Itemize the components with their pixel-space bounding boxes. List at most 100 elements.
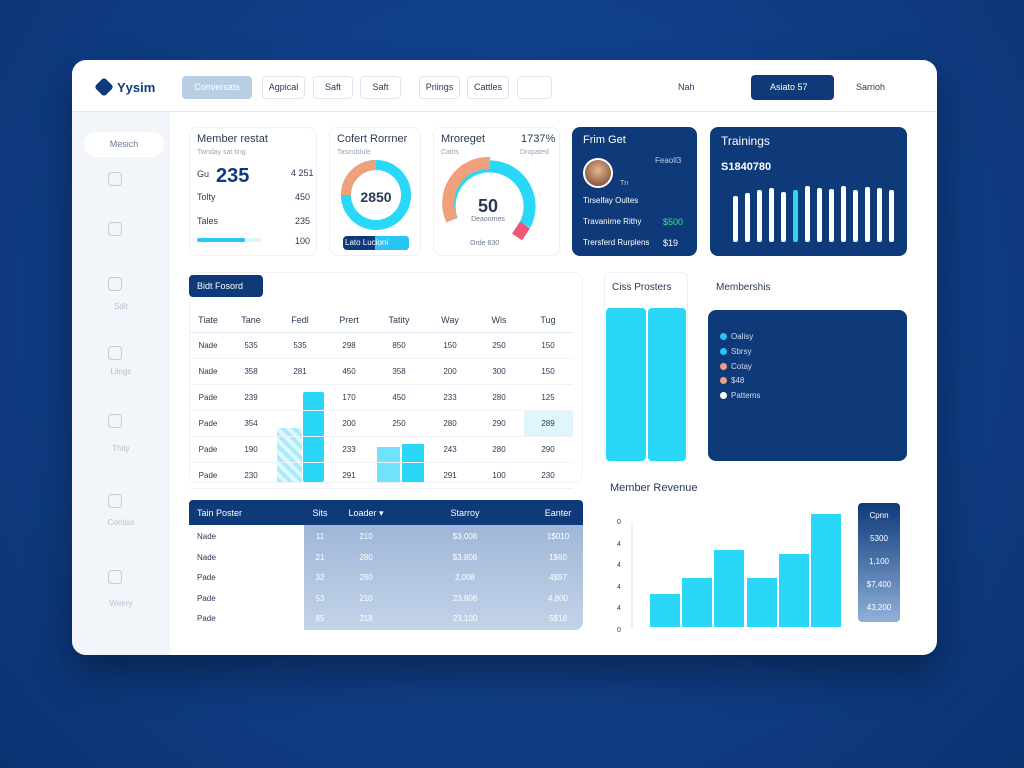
column-header: Loader ▾: [348, 508, 384, 518]
cell: 170: [342, 393, 356, 402]
row-label: Tolty: [197, 192, 216, 202]
row-divider: [190, 358, 573, 359]
value: S1840780: [721, 161, 772, 173]
sidebar-icon[interactable]: [108, 172, 122, 186]
y-tick-label: 4: [617, 562, 621, 569]
tab[interactable]: [189, 275, 263, 297]
revenue-bar: [747, 578, 777, 627]
cell: 210: [359, 532, 373, 541]
overlay-bar: [277, 428, 302, 482]
card: [189, 127, 317, 256]
sidebar-icon[interactable]: [108, 222, 122, 236]
active-nav-item[interactable]: [84, 132, 164, 157]
mini-bar: [745, 193, 750, 242]
filter[interactable]: Nah: [678, 82, 695, 92]
mini-bar: [877, 188, 882, 242]
nav-item[interactable]: Conversats: [182, 76, 252, 99]
cell: 150: [443, 341, 457, 350]
column-header: Tug: [540, 315, 556, 325]
column-header: Tane: [241, 315, 261, 325]
cell: 85: [315, 614, 325, 623]
row-divider: [190, 462, 573, 463]
sidebar-icon[interactable]: [108, 494, 122, 508]
sidebar-icon[interactable]: [108, 414, 122, 428]
class-panel: [604, 272, 688, 462]
cell: 450: [342, 367, 356, 376]
cell: 239: [244, 393, 258, 402]
cell: 280: [492, 445, 506, 454]
mini-bar: [889, 190, 894, 242]
mini-bar: [805, 186, 810, 242]
sidebar-icon[interactable]: [108, 346, 122, 360]
sidebar-label[interactable]: Sdit: [114, 302, 128, 311]
y-tick-label: 4: [617, 583, 621, 591]
panel-title: Member Revenue: [610, 482, 698, 494]
cell: 1$60: [549, 552, 567, 562]
panel-title: Membershis: [716, 282, 771, 293]
search[interactable]: Sarrioh: [856, 82, 886, 92]
legend-label: Cotay: [731, 361, 752, 371]
cell: 5$18: [549, 614, 567, 623]
cell: 291: [443, 471, 457, 480]
sidebar-label[interactable]: Thity: [112, 444, 130, 453]
cell: 289: [541, 419, 555, 428]
nav-item[interactable]: Saft: [313, 76, 353, 99]
cell: Pade: [197, 614, 216, 623]
table-panel: [189, 272, 583, 483]
cell: 850: [392, 341, 406, 350]
cell: 125: [541, 393, 555, 402]
row-value: $500: [663, 217, 684, 227]
cell: 280: [492, 393, 506, 402]
card-title: Frim Get: [583, 134, 626, 146]
nav-item[interactable]: Cattles: [467, 76, 509, 99]
column-header: Way: [441, 315, 459, 325]
logo: Yysim: [117, 80, 156, 95]
cell: 300: [492, 367, 506, 376]
y-tick-label: 0: [617, 626, 621, 634]
button-label[interactable]: Lato Lucioni: [345, 238, 389, 247]
mini-bar: [841, 186, 846, 242]
legend-dot: [720, 333, 727, 340]
sidebar-active[interactable]: Mesich: [109, 139, 139, 149]
tab-label[interactable]: Bidt Fosord: [197, 281, 244, 291]
cell: Pade: [198, 445, 218, 454]
row-label: Tales: [197, 216, 219, 226]
revenue-bar: [682, 578, 712, 627]
cell: 358: [244, 367, 258, 376]
cell: 23,808: [452, 593, 478, 603]
row-divider: [190, 488, 573, 489]
cell: Pade: [197, 573, 216, 582]
account[interactable]: Asiato 57: [770, 82, 808, 92]
cell: 150: [541, 367, 555, 376]
cell: 280: [443, 419, 457, 428]
legend-dot: [720, 347, 727, 355]
cell: 243: [443, 445, 457, 454]
label: Gu: [197, 169, 210, 179]
legend-label: $48: [731, 376, 745, 386]
nav-item[interactable]: Saft: [360, 76, 401, 99]
sidebar-icon[interactable]: [108, 277, 122, 291]
cell: 200: [443, 367, 457, 376]
cell: 4$97: [549, 573, 567, 582]
cell: Pade: [198, 393, 218, 402]
revenue-bar: [811, 514, 841, 627]
nav-item[interactable]: Agpical: [262, 76, 305, 99]
cell: 291: [342, 471, 356, 480]
dropdown[interactable]: [517, 76, 552, 99]
cell: 358: [392, 367, 406, 376]
cell: 1$010: [546, 532, 570, 541]
row-divider: [190, 410, 573, 411]
card-subtitle: Tasmddule: [337, 149, 371, 156]
sidebar: [72, 112, 170, 655]
sidebar-label[interactable]: Contiss: [107, 518, 135, 527]
account-button[interactable]: [751, 75, 834, 100]
sidebar-label[interactable]: Weirry: [109, 599, 133, 608]
sidebar-icon[interactable]: [108, 570, 122, 584]
cell: 354: [244, 419, 258, 428]
card-subtitle: Catits: [441, 149, 459, 156]
legend-label: Sbrsy: [731, 346, 752, 356]
nav-item[interactable]: Priings: [419, 76, 460, 99]
card-title: Member restat: [197, 133, 268, 145]
legend-label: 1,100: [868, 557, 890, 566]
sidebar-label[interactable]: Lilngs: [110, 367, 132, 376]
